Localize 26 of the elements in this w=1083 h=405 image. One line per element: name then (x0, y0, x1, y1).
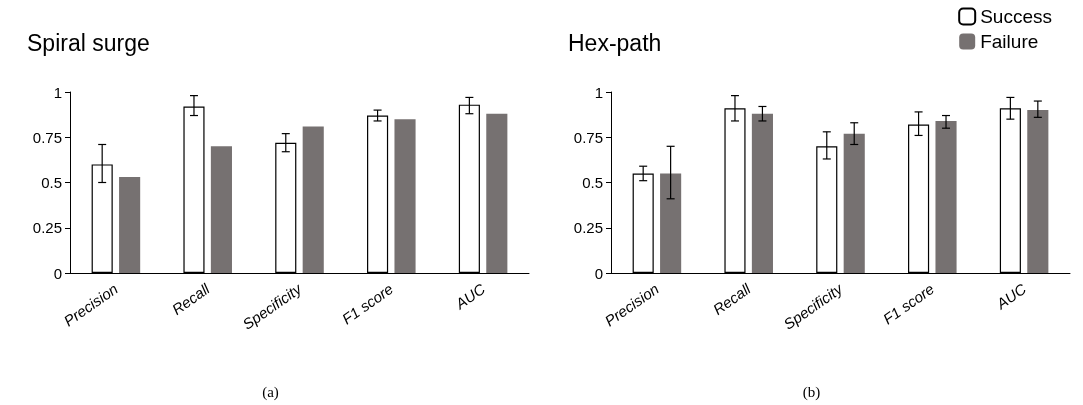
y-tick-label: 0.75 (32, 128, 62, 146)
chart-title: Spiral surge (27, 29, 150, 56)
bar (1027, 110, 1049, 273)
legend-label: Failure (980, 31, 1039, 52)
bar (302, 126, 324, 273)
y-tick-label: 0.5 (41, 174, 62, 191)
y-tick-label: 1 (53, 83, 62, 101)
bar (843, 133, 865, 273)
bar (210, 146, 232, 273)
bar (394, 119, 416, 273)
bar (751, 113, 773, 273)
chart-title: Hex-path (568, 29, 662, 56)
y-tick-label: 0 (53, 264, 62, 282)
y-tick-label: 0.25 (573, 219, 603, 237)
bar (119, 177, 141, 273)
y-tick-label: 0.25 (32, 219, 62, 237)
legend-label: Success (980, 6, 1053, 27)
y-tick-label: 0.75 (573, 128, 603, 146)
bar (935, 120, 957, 273)
text: (a) (262, 383, 279, 401)
bar (486, 113, 508, 273)
bar (660, 173, 682, 273)
y-tick-label: 0.5 (582, 174, 603, 191)
text: (b) (802, 383, 821, 401)
y-tick-label: 1 (594, 83, 603, 101)
y-tick-label: 0 (594, 264, 603, 282)
